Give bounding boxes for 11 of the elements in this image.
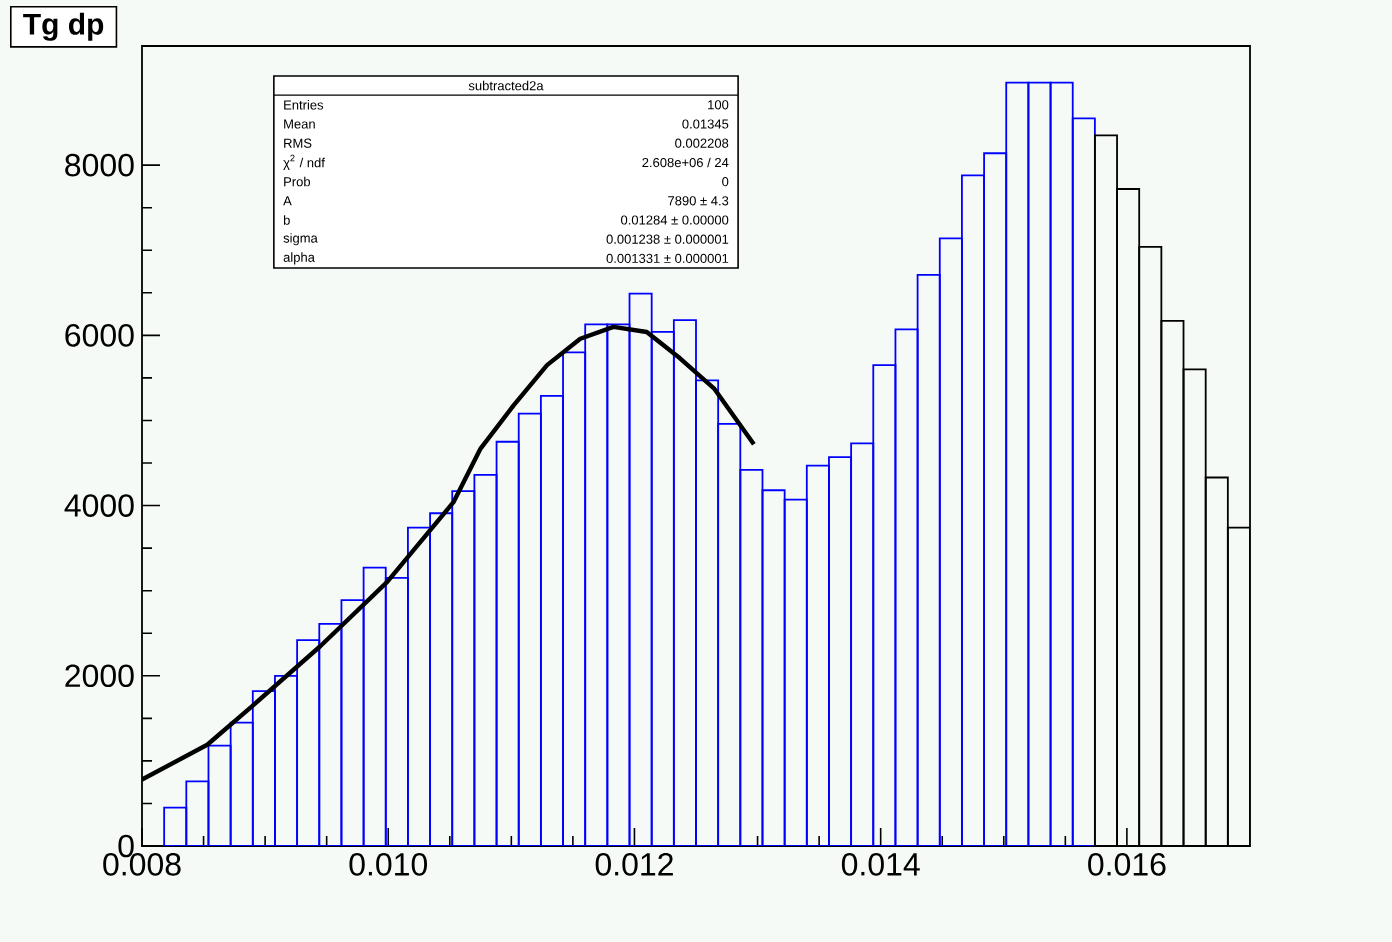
y-tick-label: 4000 xyxy=(64,494,134,517)
chart-title: Tg dp xyxy=(23,12,104,41)
y-tick-label: 2000 xyxy=(65,664,134,688)
x-tick-label: 0.008 xyxy=(103,853,181,876)
y-tick-label: 6000 xyxy=(65,324,134,347)
y-tick-label: 8000 xyxy=(65,153,134,177)
x-tick-label: 0.014 xyxy=(841,853,920,876)
x-tick-label: 0.010 xyxy=(349,853,428,876)
x-tick-label: 0.016 xyxy=(1088,853,1166,876)
x-tick-label: 0.012 xyxy=(595,853,673,876)
y-tick-label: 0 xyxy=(118,834,134,858)
